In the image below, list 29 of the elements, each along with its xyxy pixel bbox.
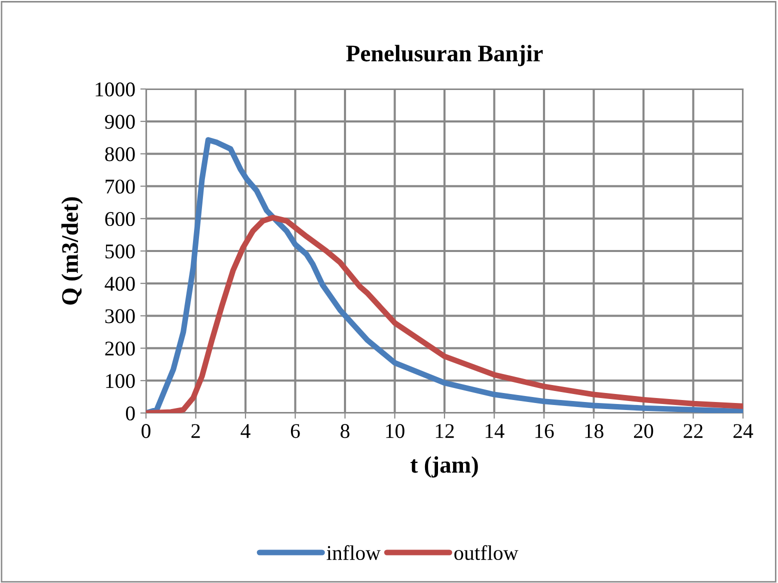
x-tick-label: 20: [634, 424, 654, 438]
x-tick-label: 14: [486, 424, 504, 438]
x-tick-label: 22: [684, 424, 703, 438]
x-tick-label: 0: [142, 424, 150, 438]
y-tick-label: 800: [105, 147, 135, 162]
y-axis-title: Q (m3/det): [61, 197, 83, 305]
y-tick-label: 500: [106, 244, 135, 258]
x-tick-label: 12: [436, 424, 454, 438]
y-tick-label: 1000: [96, 82, 135, 96]
x-tick-label: 8: [340, 424, 350, 438]
x-tick-label: 16: [535, 424, 554, 438]
y-tick-label: 400: [104, 276, 135, 291]
y-tick-label: 300: [105, 309, 135, 324]
x-axis-title: t (jam): [410, 456, 478, 478]
x-tick-label: 2: [191, 424, 200, 438]
y-tick-label: 600: [105, 212, 135, 226]
legend-label: inflow: [326, 545, 381, 560]
y-tick-label: 700: [106, 180, 135, 194]
x-tick-label: 18: [585, 424, 604, 438]
x-tick-label: 10: [386, 424, 404, 438]
x-tick-label: 6: [290, 424, 300, 438]
y-tick-label: 200: [105, 342, 135, 356]
x-tick-label: 4: [240, 424, 250, 438]
y-tick-label: 0: [126, 406, 135, 420]
chart-title: Penelusuran Banjir: [346, 44, 543, 66]
y-tick-label: 100: [106, 374, 135, 388]
x-tick-label: 24: [734, 424, 754, 438]
y-tick-label: 900: [105, 114, 135, 129]
legend-label: outflow: [454, 545, 518, 560]
